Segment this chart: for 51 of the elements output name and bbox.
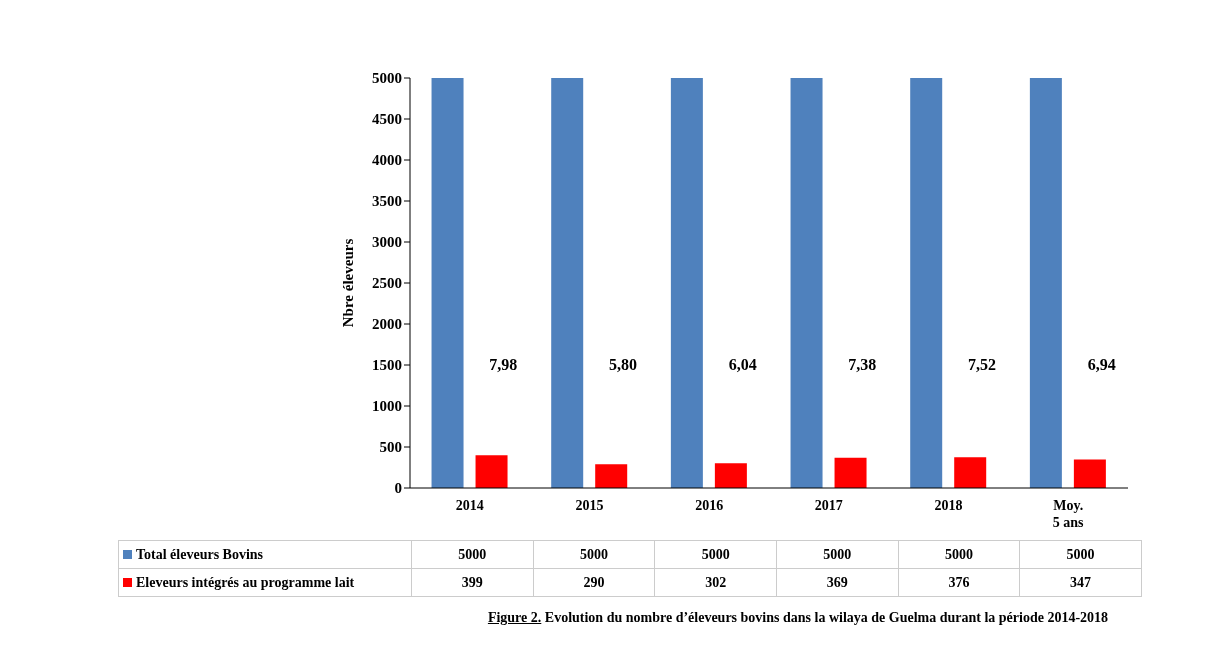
annotation: 6,04 [728,356,757,374]
bar [834,457,867,488]
bar [910,78,943,488]
data-label: 5000 [533,540,655,569]
y-tick-label: 2500 [372,275,402,292]
y-axis-title: Nbre éleveurs [339,238,357,328]
data-label: 5000 [1019,540,1142,569]
bar [790,78,823,488]
bar [551,78,584,488]
annotation: 7,98 [489,356,518,374]
x-tick-label: 2017 [814,498,843,513]
y-tick-label: 4000 [372,152,402,169]
y-tick-label: 4500 [372,111,402,128]
data-label: 5000 [898,540,1020,569]
y-tick-label: 2000 [372,316,402,333]
y-tick-label: 3500 [372,193,402,210]
x-tick-label: 2014 [455,498,484,513]
data-label: 302 [654,568,777,597]
text: Figure 2. Evolution du nombre d’éleveurs bovins dans la wilaya de Guelma durant la période 2014-2018 [486,609,1110,627]
bar [954,457,987,488]
bar [714,463,747,488]
bar [595,464,628,488]
data-label: 5000 [776,540,899,569]
annotation: 7,38 [848,356,877,374]
data-label: 369 [776,568,899,597]
bar [431,78,464,488]
data-label: 5000 [654,540,777,569]
data-label: 290 [533,568,655,597]
legend-label: Eleveurs intégrés au programme lait [135,574,355,590]
bar [670,78,703,488]
annotation: 6,94 [1087,356,1116,374]
annotation: 5,80 [609,356,637,374]
data-label: 5000 [411,540,534,569]
bar [475,455,508,488]
bar [1073,459,1106,488]
legend-label: Total éleveurs Bovins [135,546,264,562]
y-tick-label: 5000 [372,70,402,87]
annotation: 7,52 [968,356,996,374]
x-tick-label: Moy. 5 ans [1052,498,1085,530]
y-tick-label: 0 [394,480,402,497]
y-tick-label: 500 [379,439,402,456]
x-tick-label: 2015 [575,498,604,513]
data-label: 347 [1019,568,1142,597]
y-tick-label: 1500 [372,357,402,374]
data-label: 376 [898,568,1020,597]
y-tick-label: 1000 [372,398,402,415]
bar [1029,78,1062,488]
y-tick-label: 3000 [372,234,402,251]
x-tick-label: 2016 [695,498,724,513]
x-tick-label: 2018 [934,498,963,513]
data-label: 399 [411,568,534,597]
